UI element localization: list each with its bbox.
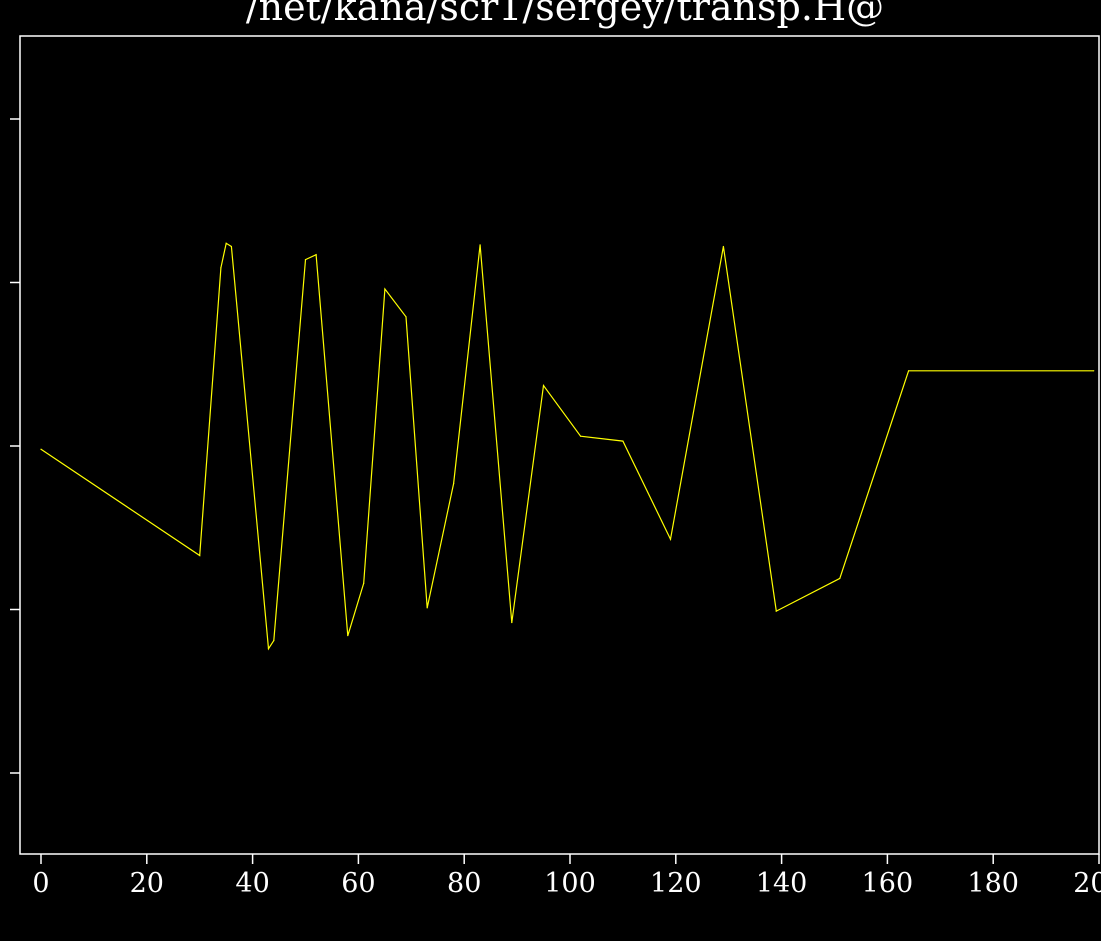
x-tick-label: 160 <box>862 868 914 899</box>
x-tick-label: 200 <box>1073 868 1101 899</box>
x-tick-label: 100 <box>544 868 596 899</box>
data-point <box>40 448 42 450</box>
data-point <box>511 621 513 624</box>
x-tick-label: 0 <box>32 868 49 899</box>
x-tick-label: 40 <box>235 868 269 899</box>
data-point <box>722 245 725 248</box>
data-point <box>304 259 307 261</box>
data-point <box>273 639 275 642</box>
data-point <box>579 435 582 437</box>
x-tick-label: 140 <box>756 868 808 899</box>
data-point <box>363 582 365 584</box>
x-tick-label: 20 <box>130 868 164 899</box>
data-point <box>426 607 428 609</box>
data-point <box>479 244 481 246</box>
data-point <box>542 384 545 387</box>
chart-title: /net/kana/scr1/sergey/transp.H@ <box>246 0 884 29</box>
data-point <box>669 538 672 540</box>
data-point <box>315 254 317 256</box>
data-point <box>839 577 841 580</box>
data-point <box>453 483 455 485</box>
x-tick-label: 120 <box>650 868 702 899</box>
data-point <box>622 440 624 442</box>
series-line <box>40 242 1094 651</box>
data-point <box>405 316 407 318</box>
x-tick-label: 80 <box>447 868 481 899</box>
x-axis: 0 20 40 60 80 100 120 140 160 180 200 <box>32 854 1101 899</box>
plot-frame <box>19 35 1100 855</box>
data-point <box>230 245 233 248</box>
data-point <box>225 242 227 244</box>
data-point <box>775 610 777 612</box>
x-tick-label: 180 <box>967 868 1019 899</box>
x-tick-label: 60 <box>341 868 375 899</box>
series-group <box>40 242 1095 651</box>
data-point <box>220 267 222 269</box>
data-point <box>267 648 270 650</box>
data-point <box>907 370 910 372</box>
data-point <box>384 288 386 290</box>
data-point <box>1093 370 1095 372</box>
data-point <box>199 554 201 557</box>
data-point <box>347 635 349 637</box>
y-axis <box>10 118 20 774</box>
